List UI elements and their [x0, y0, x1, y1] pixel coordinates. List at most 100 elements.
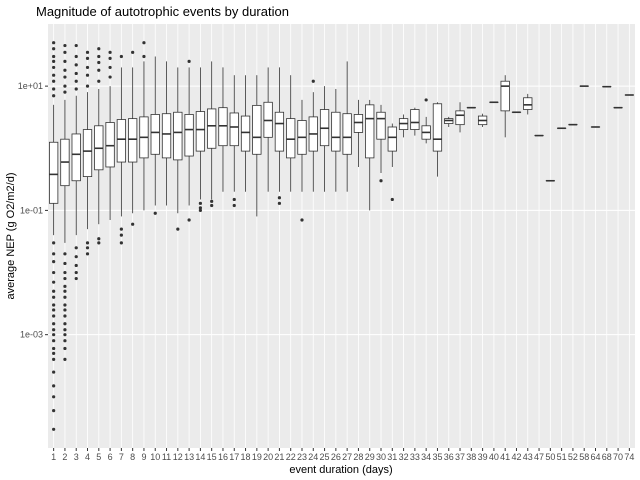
x-tick-label: 34	[421, 452, 431, 462]
outlier-point	[52, 339, 56, 343]
outlier-point	[74, 87, 78, 91]
box-29	[365, 99, 375, 211]
x-tick-label: 22	[286, 452, 296, 462]
outlier-point	[63, 328, 67, 332]
box-16	[218, 67, 228, 192]
x-tick-label: 4	[85, 452, 90, 462]
outlier-point	[63, 289, 67, 293]
box-8	[128, 50, 138, 226]
outlier-point	[198, 201, 202, 205]
outlier-point	[119, 241, 123, 245]
outlier-point	[63, 339, 67, 343]
x-tick-label: 7	[119, 452, 124, 462]
x-tick-label: 74	[624, 452, 634, 462]
outlier-point	[300, 218, 304, 222]
outlier-point	[85, 241, 90, 245]
box-iqr	[500, 80, 510, 112]
x-tick-label: 20	[263, 452, 273, 462]
x-tick-label: 32	[399, 452, 409, 462]
box-iqr	[432, 103, 443, 152]
box-1	[49, 41, 59, 431]
outlier-point	[232, 197, 236, 202]
outlier-point	[379, 179, 383, 183]
box-iqr	[342, 113, 352, 155]
box-iqr	[207, 108, 217, 149]
box-11	[161, 61, 172, 206]
box-iqr	[455, 110, 465, 126]
box-iqr	[128, 118, 138, 163]
outlier-point	[52, 59, 56, 64]
box-20	[263, 67, 273, 192]
box-iqr	[376, 111, 386, 140]
x-tick-label: 13	[184, 452, 194, 462]
x-tick-label: 42	[511, 452, 521, 462]
outlier-point	[63, 357, 67, 361]
box-12	[173, 67, 183, 231]
outlier-point	[153, 211, 157, 215]
box-17	[229, 75, 239, 208]
x-tick-label: 30	[376, 452, 386, 462]
outlier-point	[63, 346, 67, 351]
box-24	[308, 79, 318, 192]
x-tick-label: 47	[534, 452, 544, 462]
x-tick-label: 38	[466, 452, 476, 462]
outlier-point	[74, 79, 78, 83]
outlier-point	[74, 276, 78, 281]
outlier-point	[142, 41, 146, 45]
outlier-point	[52, 351, 56, 355]
box-iqr	[353, 114, 364, 133]
outlier-point	[63, 43, 67, 48]
x-tick-label: 2	[62, 452, 67, 462]
box-iqr	[49, 141, 59, 204]
x-tick-label: 31	[387, 452, 397, 462]
outlier-point	[74, 54, 78, 59]
x-tick-label: 18	[241, 452, 251, 462]
box-7	[116, 54, 127, 245]
x-tick-label: 23	[297, 452, 307, 462]
outlier-point	[52, 41, 56, 45]
x-tick-label: 27	[342, 452, 352, 462]
x-tick-label: 29	[365, 452, 375, 462]
x-tick-label: 25	[320, 452, 330, 462]
outlier-point	[85, 56, 90, 60]
outlier-point	[311, 79, 315, 83]
x-tick-label: 28	[353, 452, 363, 462]
x-tick-label: 36	[444, 452, 454, 462]
box-31	[387, 123, 397, 202]
outlier-point	[85, 73, 90, 77]
outlier-point	[52, 280, 56, 284]
box-30	[376, 104, 386, 183]
outlier-point	[52, 79, 56, 83]
x-tick-label: 37	[455, 452, 465, 462]
outlier-point	[97, 237, 101, 241]
outlier-point	[52, 94, 56, 98]
box-iqr	[195, 111, 206, 152]
box-43	[523, 93, 533, 115]
outlier-point	[97, 47, 101, 51]
outlier-point	[424, 98, 428, 102]
box-32	[398, 114, 409, 138]
x-tick-label: 5	[96, 452, 101, 462]
outlier-point	[63, 75, 67, 79]
outlier-point	[74, 71, 78, 76]
outlier-point	[52, 241, 56, 245]
outlier-point	[52, 308, 56, 312]
box-iqr	[523, 97, 533, 110]
box-4	[82, 50, 93, 256]
outlier-point	[63, 90, 67, 94]
outlier-point	[97, 60, 101, 65]
x-tick-label: 51	[557, 452, 567, 462]
outlier-point	[119, 233, 123, 237]
box-iqr	[240, 115, 251, 152]
outlier-point	[52, 54, 56, 59]
x-tick-label: 17	[229, 452, 239, 462]
outlier-point	[52, 303, 56, 307]
outlier-point	[52, 314, 56, 318]
box-iqr	[150, 114, 160, 155]
outlier-point	[74, 43, 78, 48]
outlier-point	[63, 322, 67, 326]
x-tick-label: 64	[590, 452, 600, 462]
outlier-point	[277, 196, 282, 200]
box-13	[184, 59, 194, 222]
